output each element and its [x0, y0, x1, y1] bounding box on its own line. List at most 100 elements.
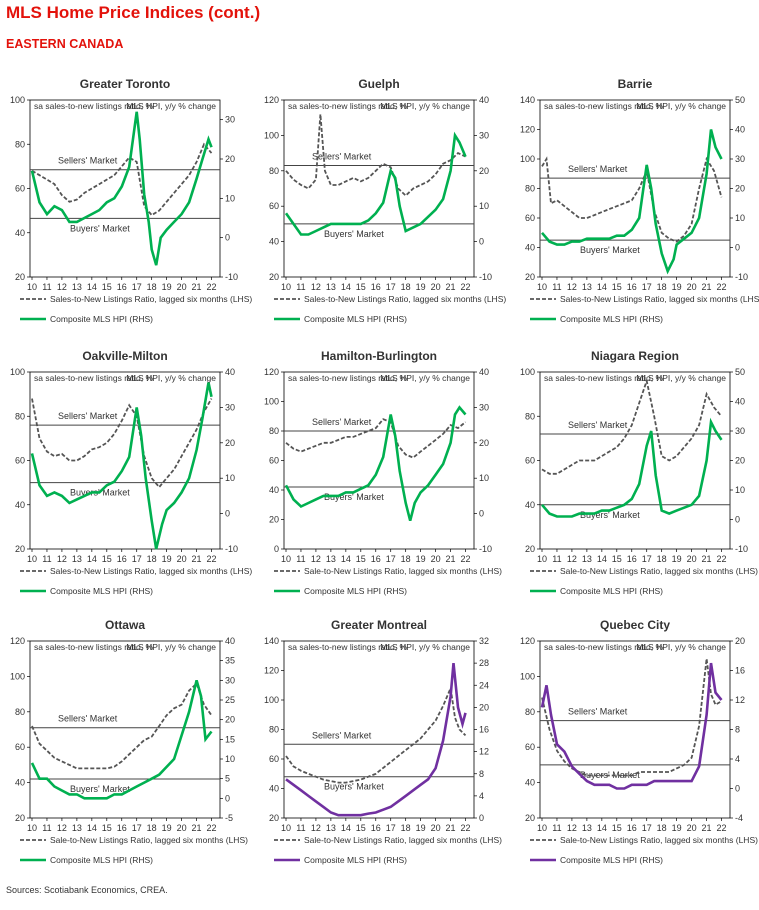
x-tick-label: 21	[702, 554, 712, 564]
x-tick-label: 20	[431, 823, 441, 833]
lhs-tick-label: 100	[264, 130, 279, 140]
rhs-tick-label: 10	[225, 754, 235, 764]
x-tick-label: 13	[582, 554, 592, 564]
x-tick-label: 15	[356, 823, 366, 833]
x-tick-label: 12	[311, 282, 321, 292]
lhs-tick-label: 120	[520, 636, 535, 646]
series-composite-hpi	[284, 131, 467, 236]
x-tick-label: 13	[72, 282, 82, 292]
x-tick-label: 17	[642, 823, 652, 833]
rhs-tick-label: 40	[735, 397, 745, 407]
sellers-market-label: Sellers' Market	[58, 714, 118, 724]
lhs-tick-label: 120	[264, 95, 279, 105]
x-tick-label: 10	[27, 823, 37, 833]
lhs-tick-label: 80	[269, 426, 279, 436]
lhs-tick-label: 100	[520, 367, 535, 377]
rhs-tick-label: 8	[479, 769, 484, 779]
legend-label-ratio: Sale-to-New Listings Ratio, lagged six m…	[304, 566, 502, 576]
x-tick-label: 15	[102, 282, 112, 292]
x-tick-label: 22	[717, 554, 727, 564]
x-tick-label: 17	[132, 823, 142, 833]
rhs-tick-label: 0	[225, 793, 230, 803]
buyers-market-label: Buyers' Market	[70, 223, 130, 233]
rhs-tick-label: 4	[479, 791, 484, 801]
chart-title: Hamilton-Burlington	[321, 349, 437, 363]
x-tick-label: 13	[326, 823, 336, 833]
x-tick-label: 21	[446, 823, 456, 833]
x-tick-label: 14	[341, 282, 351, 292]
lhs-tick-label: 120	[10, 636, 25, 646]
rhs-tick-label: 20	[735, 184, 745, 194]
lhs-tick-label: 80	[525, 707, 535, 717]
rhs-tick-label: 28	[479, 658, 489, 668]
x-tick-label: 19	[162, 823, 172, 833]
lhs-axis-label: sa sales-to-new listings ratio, %	[544, 101, 663, 111]
legend-label-ratio: Sales-to-New Listings Ratio, lagged six …	[50, 566, 252, 576]
rhs-tick-label: -10	[225, 544, 238, 554]
lhs-tick-label: 40	[269, 784, 279, 794]
lhs-tick-label: 80	[269, 166, 279, 176]
x-tick-label: 10	[281, 282, 291, 292]
x-tick-label: 18	[657, 554, 667, 564]
lhs-tick-label: 60	[269, 201, 279, 211]
x-tick-label: 16	[627, 282, 637, 292]
rhs-tick-label: -10	[225, 272, 238, 282]
series-composite-hpi	[541, 417, 723, 518]
rhs-tick-label: 30	[735, 154, 745, 164]
x-tick-label: 20	[177, 282, 187, 292]
rhs-tick-label: 10	[225, 473, 235, 483]
x-tick-label: 22	[207, 282, 217, 292]
legend-label-ratio: Sale-to-New Listings Ratio, lagged six m…	[50, 835, 248, 845]
page-subtitle: EASTERN CANADA	[6, 37, 124, 51]
rhs-tick-label: 0	[479, 237, 484, 247]
series-composite-hpi	[30, 111, 213, 266]
lhs-axis-label: sa sales-to-new listings ratio, %	[288, 101, 407, 111]
x-tick-label: 15	[612, 554, 622, 564]
x-tick-label: 14	[341, 554, 351, 564]
rhs-axis-label: MLS HPI, y/y % change	[636, 373, 726, 383]
x-tick-label: 12	[567, 554, 577, 564]
sellers-market-label: Sellers' Market	[312, 730, 372, 740]
x-tick-label: 12	[311, 554, 321, 564]
x-tick-label: 20	[687, 823, 697, 833]
chart-title: Niagara Region	[591, 349, 679, 363]
rhs-tick-label: 20	[225, 154, 235, 164]
x-tick-label: 19	[672, 823, 682, 833]
rhs-tick-label: 35	[225, 656, 235, 666]
rhs-tick-label: 0	[479, 813, 484, 823]
x-tick-label: 13	[582, 823, 592, 833]
lhs-tick-label: 20	[269, 272, 279, 282]
x-tick-label: 17	[642, 554, 652, 564]
series-sales-to-new-listings	[285, 114, 466, 197]
x-tick-label: 19	[672, 554, 682, 564]
x-tick-label: 12	[57, 823, 67, 833]
x-tick-label: 10	[27, 282, 37, 292]
rhs-tick-label: 30	[735, 426, 745, 436]
rhs-tick-label: 20	[479, 702, 489, 712]
chart-niagara-region: Niagara Region20406080100-10010203040501…	[520, 349, 758, 596]
x-tick-label: 17	[386, 823, 396, 833]
x-tick-label: 16	[117, 554, 127, 564]
x-tick-label: 13	[582, 282, 592, 292]
chart-title: Oakville-Milton	[82, 349, 167, 363]
rhs-tick-label: 40	[735, 125, 745, 135]
legend-label-hpi: Composite MLS HPI (RHS)	[304, 586, 407, 596]
lhs-tick-label: 60	[525, 456, 535, 466]
lhs-tick-label: 60	[525, 213, 535, 223]
x-tick-label: 18	[401, 823, 411, 833]
rhs-tick-label: 10	[735, 213, 745, 223]
plot-frame	[29, 99, 221, 278]
lhs-tick-label: 40	[525, 778, 535, 788]
x-tick-label: 21	[446, 554, 456, 564]
lhs-tick-label: 20	[525, 272, 535, 282]
lhs-tick-label: 20	[15, 544, 25, 554]
sellers-market-label: Sellers' Market	[58, 156, 118, 166]
rhs-tick-label: 30	[225, 115, 235, 125]
rhs-tick-label: 16	[735, 666, 745, 676]
x-tick-label: 11	[296, 282, 305, 292]
lhs-tick-label: 120	[264, 367, 279, 377]
lhs-tick-label: 40	[15, 778, 25, 788]
lhs-axis-label: sa sales-to-new listings ratio, %	[34, 642, 153, 652]
rhs-tick-label: 12	[479, 747, 489, 757]
